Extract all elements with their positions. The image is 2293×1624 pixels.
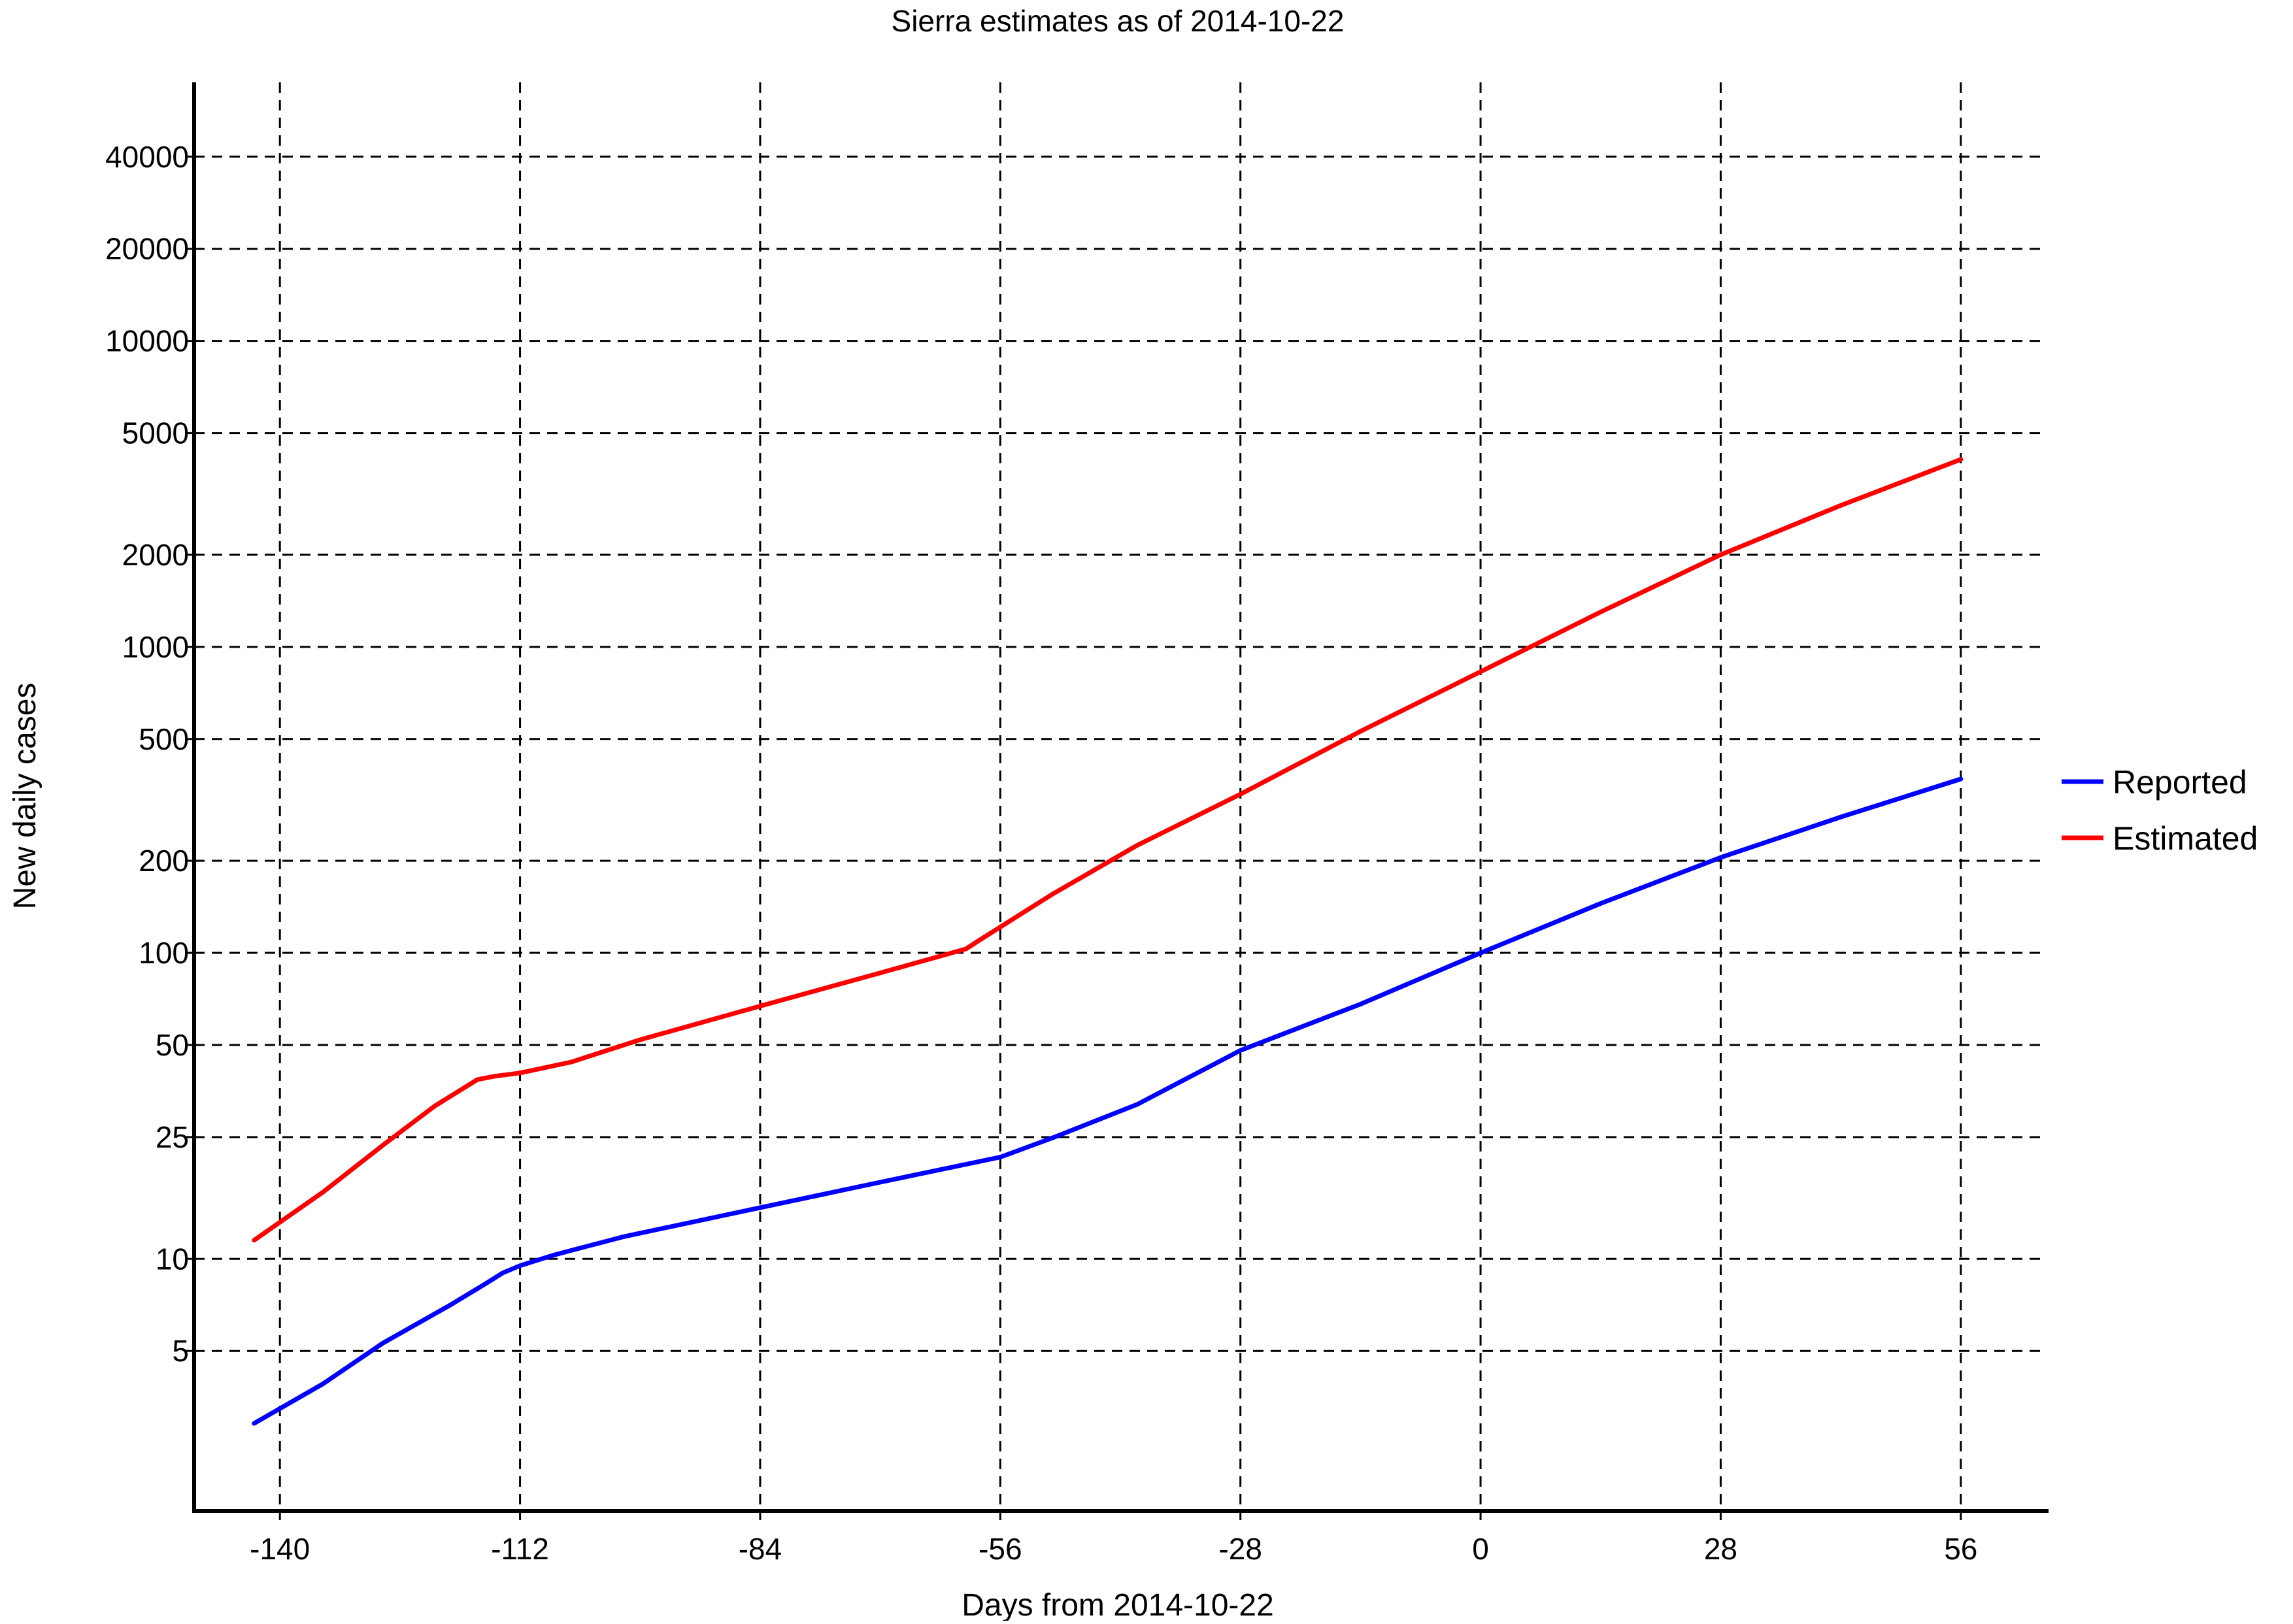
y-tick-label: 100 <box>139 936 189 970</box>
x-tick-label: -112 <box>491 1532 549 1566</box>
y-tick-label: 5000 <box>122 416 189 450</box>
y-tick-label: 10000 <box>105 324 189 358</box>
y-tick-label: 2000 <box>122 538 189 572</box>
y-tick-label: 1000 <box>122 630 189 664</box>
x-tick-label: 28 <box>1704 1532 1737 1566</box>
x-axis-label: Days from 2014-10-22 <box>962 1588 1274 1621</box>
y-tick-label: 20000 <box>105 232 189 266</box>
x-tick-label: 0 <box>1472 1532 1489 1566</box>
y-tick-label: 10 <box>156 1242 189 1276</box>
y-tick-label: 500 <box>139 722 189 756</box>
legend-label-estimated: Estimated <box>2113 820 2258 857</box>
y-axis-label: New daily cases <box>8 683 42 910</box>
x-tick-label: -28 <box>1218 1532 1262 1566</box>
y-tick-label: 5 <box>172 1334 189 1368</box>
x-tick-label: -140 <box>250 1532 310 1566</box>
legend-label-reported: Reported <box>2113 764 2247 801</box>
chart-title: Sierra estimates as of 2014-10-22 <box>892 4 1345 38</box>
y-tick-label: 40000 <box>105 140 189 174</box>
y-tick-label: 50 <box>156 1028 189 1062</box>
y-tick-label: 200 <box>139 844 189 878</box>
x-tick-label: 56 <box>1944 1532 1977 1566</box>
y-tick-label: 25 <box>156 1120 189 1154</box>
x-tick-label: -56 <box>979 1532 1022 1566</box>
x-tick-label: -84 <box>739 1532 782 1566</box>
